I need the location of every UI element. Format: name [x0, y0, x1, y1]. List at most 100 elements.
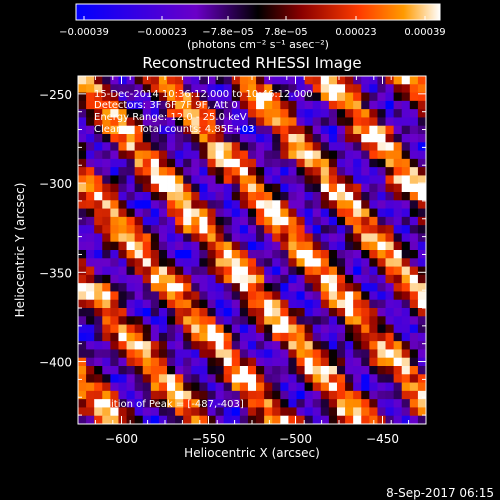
heatmap-cell [102, 308, 111, 317]
heatmap-cell [393, 183, 403, 193]
heatmap-cell [118, 183, 127, 193]
heatmap-cell [353, 208, 362, 218]
heatmap-cell [142, 308, 152, 317]
heatmap-cell [417, 316, 427, 325]
heatmap-cell [280, 167, 289, 176]
heatmap-cell [256, 374, 265, 383]
heatmap-cell [320, 399, 330, 408]
heatmap-cell [256, 158, 265, 168]
heatmap-cell [110, 258, 119, 267]
heatmap-cell [361, 366, 370, 375]
heatmap-cell [215, 175, 225, 185]
heatmap-cell [86, 366, 95, 375]
heatmap-cell [280, 100, 289, 110]
heatmap-cell [345, 84, 354, 93]
heatmap-cell [134, 134, 144, 143]
heatmap-cell [264, 291, 273, 301]
heatmap-cell [256, 216, 265, 226]
heatmap-cell [417, 142, 427, 151]
heatmap-cell [247, 266, 257, 276]
heatmap-cell [320, 266, 330, 276]
heatmap-cell [353, 357, 362, 367]
heatmap-cell [272, 100, 281, 110]
heatmap-cell [247, 357, 257, 367]
heatmap-cell [264, 274, 273, 284]
heatmap-cell [215, 142, 225, 151]
heatmap-cell [385, 349, 395, 359]
heatmap-cell [102, 250, 111, 259]
heatmap-cell [393, 382, 403, 392]
heatmap-cell [361, 299, 370, 309]
heatmap-cell [393, 332, 403, 342]
heatmap-cell [78, 84, 87, 93]
heatmap-cell [312, 183, 322, 193]
heatmap-cell [199, 175, 208, 185]
heatmap-cell [215, 407, 225, 417]
heatmap-cell [167, 374, 176, 383]
heatmap-cell [369, 158, 378, 168]
heatmap-cell [134, 233, 144, 243]
heatmap-cell [345, 382, 354, 392]
heatmap-cell [417, 158, 427, 168]
heatmap-cell [361, 308, 370, 317]
heatmap-cell [167, 415, 176, 425]
heatmap-cell [272, 274, 281, 284]
heatmap-cell [102, 382, 111, 392]
heatmap-cell [377, 150, 386, 160]
heatmap-cell [94, 233, 103, 243]
heatmap-cell [409, 192, 419, 201]
heatmap-cell [401, 250, 411, 259]
heatmap-cell [110, 225, 119, 234]
heatmap-cell [175, 324, 184, 334]
heatmap-cell [369, 192, 378, 201]
heatmap-cell [280, 109, 289, 118]
heatmap-cell [361, 109, 370, 118]
heatmap-cell [328, 382, 338, 392]
heatmap-cell [183, 125, 192, 135]
heatmap-cell [409, 258, 419, 267]
heatmap-cell [215, 241, 225, 251]
heatmap-cell [158, 84, 168, 93]
heatmap-cell [150, 192, 160, 201]
heatmap-cell [199, 299, 208, 309]
heatmap-cell [353, 117, 362, 127]
heatmap-cell [110, 324, 119, 334]
heatmap-cell [102, 100, 111, 110]
heatmap-cell [361, 200, 370, 209]
heatmap-cell [78, 241, 87, 251]
heatmap-cell [247, 241, 257, 251]
heatmap-cell [409, 109, 419, 118]
heatmap-cell [239, 399, 249, 408]
heatmap-cell [272, 324, 281, 334]
colorbar-tick-label: −7.8e−05 [202, 27, 254, 38]
heatmap-cell [401, 407, 411, 417]
heatmap-cell [304, 308, 314, 317]
heatmap-cell [328, 374, 338, 383]
heatmap-cell [215, 299, 225, 309]
heatmap-cell [264, 415, 273, 425]
heatmap-cell [288, 142, 297, 151]
heatmap-cell [353, 241, 362, 251]
heatmap-cell [377, 175, 386, 185]
heatmap-cell [215, 258, 225, 267]
heatmap-cell [361, 117, 370, 127]
heatmap-cell [272, 175, 281, 185]
heatmap-cell [401, 299, 411, 309]
heatmap-cell [312, 175, 322, 185]
heatmap-cell [409, 266, 419, 276]
heatmap-cell [272, 76, 281, 85]
heatmap-cell [328, 150, 338, 160]
heatmap-cell [272, 183, 281, 193]
heatmap-cell [158, 175, 168, 185]
heatmap-cell [94, 200, 103, 209]
heatmap-cell [336, 258, 346, 267]
heatmap-cell [167, 208, 176, 218]
heatmap-cell [256, 117, 265, 127]
heatmap-cell [167, 324, 176, 334]
heatmap-cell [336, 415, 346, 425]
heatmap-cell [312, 208, 322, 218]
annotation-detectors: Detectors: 3F 6F 7F 9F, Att 0 [94, 100, 238, 111]
heatmap-cell [207, 316, 216, 325]
heatmap-cell [118, 125, 127, 135]
heatmap-cell [118, 134, 127, 143]
